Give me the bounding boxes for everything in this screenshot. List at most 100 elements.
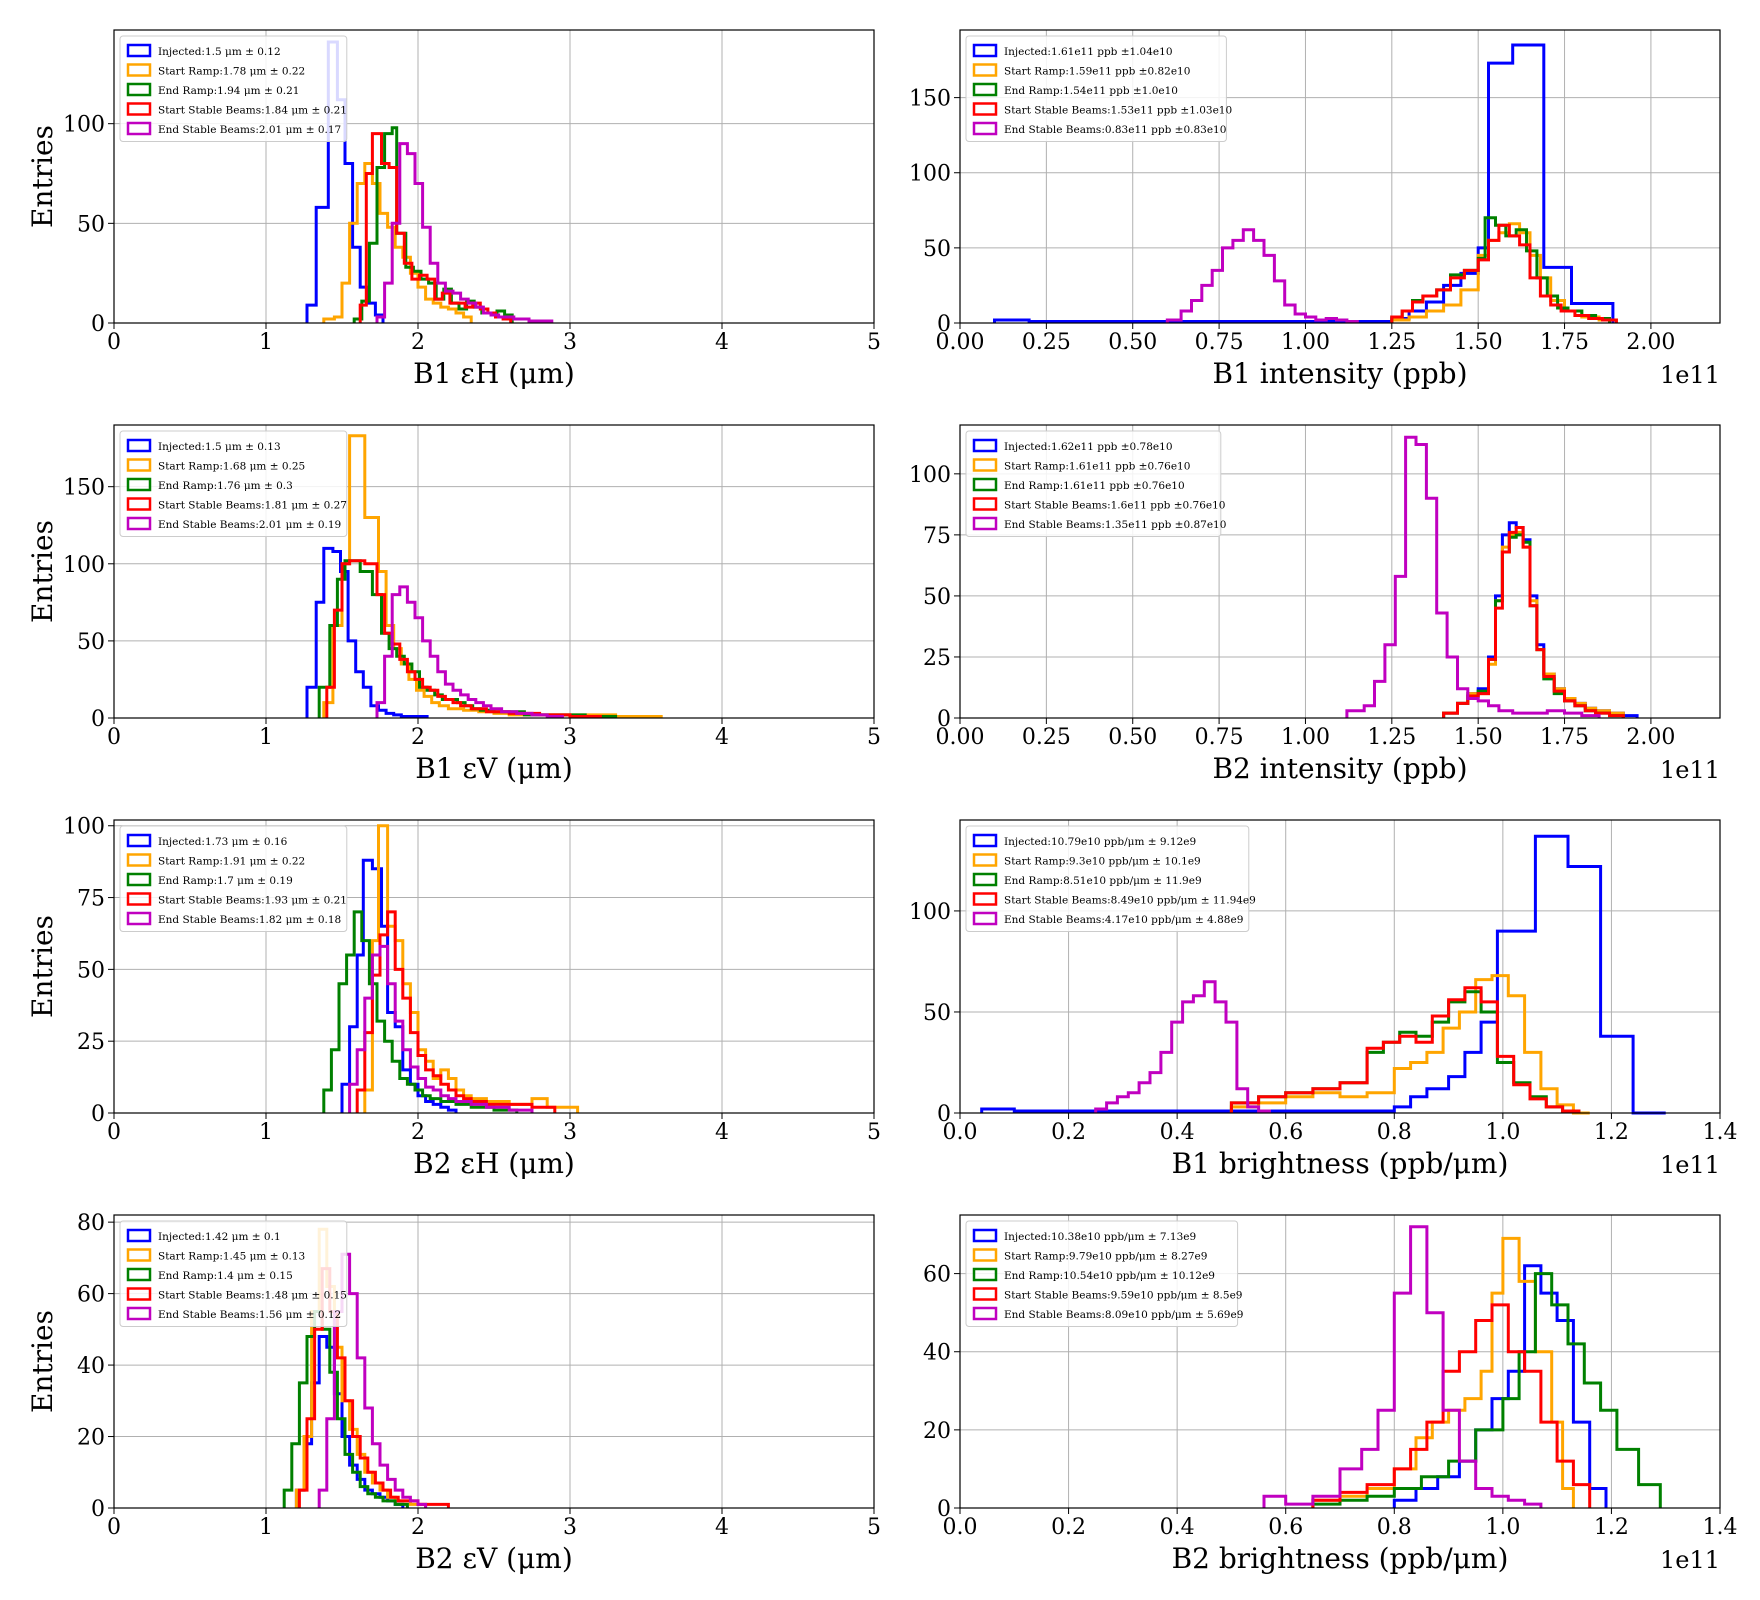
legend-box [965, 1220, 1239, 1327]
x-tick-label: 0.6 [1268, 1120, 1303, 1145]
y-tick-label: 100 [909, 162, 951, 187]
x-tick-label: 1 [259, 1120, 273, 1145]
y-tick-label: 50 [923, 585, 951, 610]
x-tick-label: 0.25 [1022, 725, 1071, 750]
legend-box [965, 35, 1227, 142]
legend-swatch [972, 1267, 998, 1282]
legend-entry: Start Stable Beams:9.59e10 ppb/μm ± 8.5e… [1004, 1290, 1242, 1302]
legend-swatch [126, 1267, 152, 1282]
chart-panel-7: 0 1 2 3 4 5 0 20 40 60 80 B2 εV (μm) Entries Injected… [26, 1211, 881, 1575]
x-tick-label: 0.8 [1377, 1515, 1412, 1540]
x-tick-label: 0.50 [1108, 330, 1157, 355]
x-tick-label: 0.00 [936, 330, 985, 355]
x-tick-label: 1.0 [1485, 1120, 1520, 1145]
histogram-series-5 [1165, 228, 1359, 323]
x-tick-label: 0.8 [1377, 1120, 1412, 1145]
legend-entry: End Stable Beams:2.01 μm ± 0.17 [158, 124, 341, 136]
x-axis-label: B2 brightness (ppb/μm) [1172, 1542, 1509, 1575]
histogram-series-1 [1392, 1264, 1608, 1508]
legend-entry: Start Stable Beams:1.48 μm ± 0.15 [158, 1290, 347, 1302]
legend-swatch [972, 853, 998, 867]
legend-box [119, 430, 348, 537]
y-tick-label: 150 [63, 476, 105, 501]
y-tick-label: 0 [937, 312, 951, 337]
x-tick-label: 0.6 [1268, 1515, 1303, 1540]
legend-entry: End Ramp:10.54e10 ppb/μm ± 10.12e9 [1004, 1270, 1215, 1282]
legend-entry: End Ramp:1.4 μm ± 0.15 [158, 1270, 293, 1282]
y-tick-label: 25 [923, 646, 951, 671]
legend-swatch [972, 438, 998, 453]
y-tick-label: 0 [937, 1497, 951, 1522]
x-tick-label: 2 [411, 1120, 425, 1145]
plot-frame [113, 29, 875, 324]
histogram-series-4 [355, 910, 557, 1113]
legend-swatch [972, 1287, 998, 1301]
legend-entry: Injected:10.38e10 ppb/μm ± 7.13e9 [1004, 1231, 1196, 1243]
legend-swatch [126, 1306, 152, 1321]
y-tick-label: 0 [937, 1102, 951, 1127]
y-axis-label: Entries [26, 915, 59, 1018]
y-tick-label: 50 [923, 1001, 951, 1026]
x-tick-label: 5 [867, 1120, 881, 1145]
chart-panel-4: 0.00 0.25 0.50 0.75 1.00 1.25 1.50 1.75 2.00 0 25 5… [909, 424, 1721, 785]
y-tick-label: 80 [77, 1211, 105, 1236]
legend-entry: End Stable Beams:8.09e10 ppb/μm ± 5.69e9 [1004, 1309, 1243, 1321]
x-tick-label: 1.25 [1367, 725, 1416, 750]
x-tick-label: 0.2 [1051, 1515, 1086, 1540]
y-axis-label: Entries [26, 1310, 59, 1413]
legend-swatch [972, 82, 998, 97]
legend-entry: End Stable Beams:1.35e11 ppb ±0.87e10 [1004, 519, 1226, 531]
legend-entry: Injected:1.73 μm ± 0.16 [158, 836, 288, 848]
legend-entry: Start Ramp:1.68 μm ± 0.25 [158, 461, 305, 473]
legend-entry: Start Stable Beams:1.6e11 ppb ±0.76e10 [1004, 500, 1226, 512]
legend-entry: Start Ramp:1.45 μm ± 0.13 [158, 1251, 305, 1263]
legend-box [119, 1220, 348, 1327]
y-tick-label: 0 [91, 707, 105, 732]
x-axis-label: B2 εH (μm) [413, 1147, 575, 1180]
x-tick-label: 1.2 [1594, 1515, 1629, 1540]
legend-swatch [126, 63, 152, 77]
legend-swatch [126, 458, 152, 472]
x-axis-label: B1 intensity (ppb) [1212, 357, 1467, 390]
legend-swatch [126, 497, 152, 511]
histogram-series-2 [1442, 530, 1625, 718]
legend-swatch [972, 458, 998, 472]
x-tick-label: 1 [259, 1515, 273, 1540]
histogram-series-4 [1229, 986, 1581, 1113]
x-tick-label: 0.4 [1160, 1515, 1195, 1540]
legend-swatch [126, 833, 152, 848]
histogram-series-2 [1229, 974, 1590, 1115]
legend-entry: Start Ramp:9.79e10 ppb/μm ± 8.27e9 [1004, 1251, 1207, 1263]
chart-panel-6: 0.0 0.2 0.4 0.6 0.8 1.0 1.2 1.4 0 50 100 B1 brightn… [909, 819, 1738, 1180]
x-tick-label: 0.75 [1195, 330, 1244, 355]
legend-entry: End Ramp:1.54e11 ppb ±1.0e10 [1004, 85, 1178, 97]
x-tick-label: 1.50 [1454, 725, 1503, 750]
x-tick-label: 0.2 [1051, 1120, 1086, 1145]
histogram-series-2 [1311, 1236, 1575, 1508]
x-tick-label: 5 [867, 330, 881, 355]
legend-swatch [972, 911, 998, 926]
y-tick-label: 20 [923, 1419, 951, 1444]
x-tick-label: 2 [411, 725, 425, 750]
histogram-series-2 [322, 162, 473, 323]
legend-entry: End Stable Beams:0.83e11 ppb ±0.83e10 [1004, 124, 1226, 136]
histogram-series-5 [1094, 980, 1271, 1113]
legend-swatch [972, 892, 998, 906]
x-tick-label: 1 [259, 330, 273, 355]
x-tick-label: 3 [563, 330, 577, 355]
legend-swatch [126, 892, 152, 906]
legend-entry: Start Stable Beams:8.49e10 ppb/μm ± 11.9… [1004, 895, 1256, 907]
x-offset-label: 1e11 [1660, 361, 1720, 389]
legend-swatch [972, 1306, 998, 1321]
y-tick-label: 25 [77, 1030, 105, 1055]
histogram-series-4 [1390, 223, 1618, 323]
legend-entry: End Stable Beams:4.17e10 ppb/μm ± 4.88e9 [1004, 914, 1243, 926]
legend-box [965, 825, 1250, 932]
x-tick-label: 2.00 [1626, 725, 1675, 750]
legend-entry: End Ramp:8.51e10 ppb/μm ± 11.9e9 [1004, 875, 1202, 887]
y-tick-label: 100 [63, 553, 105, 578]
y-tick-label: 0 [91, 1102, 105, 1127]
legend-entry: Injected:1.61e11 ppb ±1.04e10 [1004, 46, 1173, 58]
legend-swatch [126, 43, 152, 58]
